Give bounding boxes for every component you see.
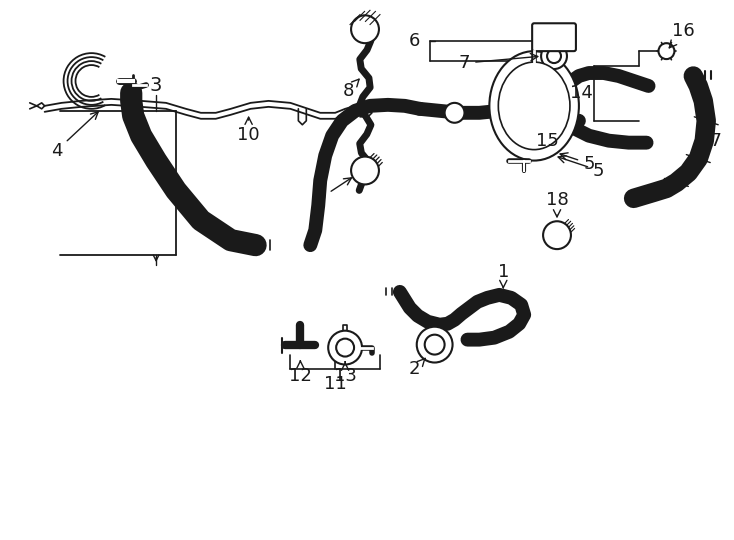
Ellipse shape [498, 62, 570, 150]
Circle shape [351, 15, 379, 43]
Text: 14: 14 [570, 84, 593, 102]
Text: 13: 13 [334, 362, 357, 386]
Circle shape [328, 330, 362, 365]
Circle shape [336, 339, 354, 356]
Text: 3: 3 [150, 77, 162, 96]
Text: 11: 11 [324, 375, 346, 394]
Text: 6: 6 [409, 32, 421, 50]
Text: 5: 5 [560, 153, 595, 173]
Circle shape [541, 43, 567, 69]
Text: 10: 10 [237, 117, 260, 144]
Text: 16: 16 [669, 22, 695, 48]
Circle shape [658, 43, 675, 59]
FancyBboxPatch shape [532, 23, 576, 51]
Circle shape [417, 327, 453, 362]
Text: 18: 18 [545, 191, 568, 217]
Circle shape [543, 221, 571, 249]
Text: 15: 15 [536, 132, 559, 150]
Text: 17: 17 [699, 120, 722, 150]
Text: 2: 2 [409, 358, 425, 379]
Text: 5: 5 [558, 156, 605, 179]
Text: 7: 7 [459, 53, 538, 72]
Text: 4: 4 [51, 112, 98, 160]
Text: 9: 9 [314, 178, 352, 207]
Circle shape [425, 335, 445, 355]
Text: 8: 8 [342, 79, 359, 100]
Text: 1: 1 [498, 263, 509, 288]
Text: 12: 12 [289, 361, 312, 386]
Circle shape [547, 49, 561, 63]
Circle shape [351, 157, 379, 185]
Ellipse shape [490, 51, 579, 160]
Circle shape [445, 103, 465, 123]
